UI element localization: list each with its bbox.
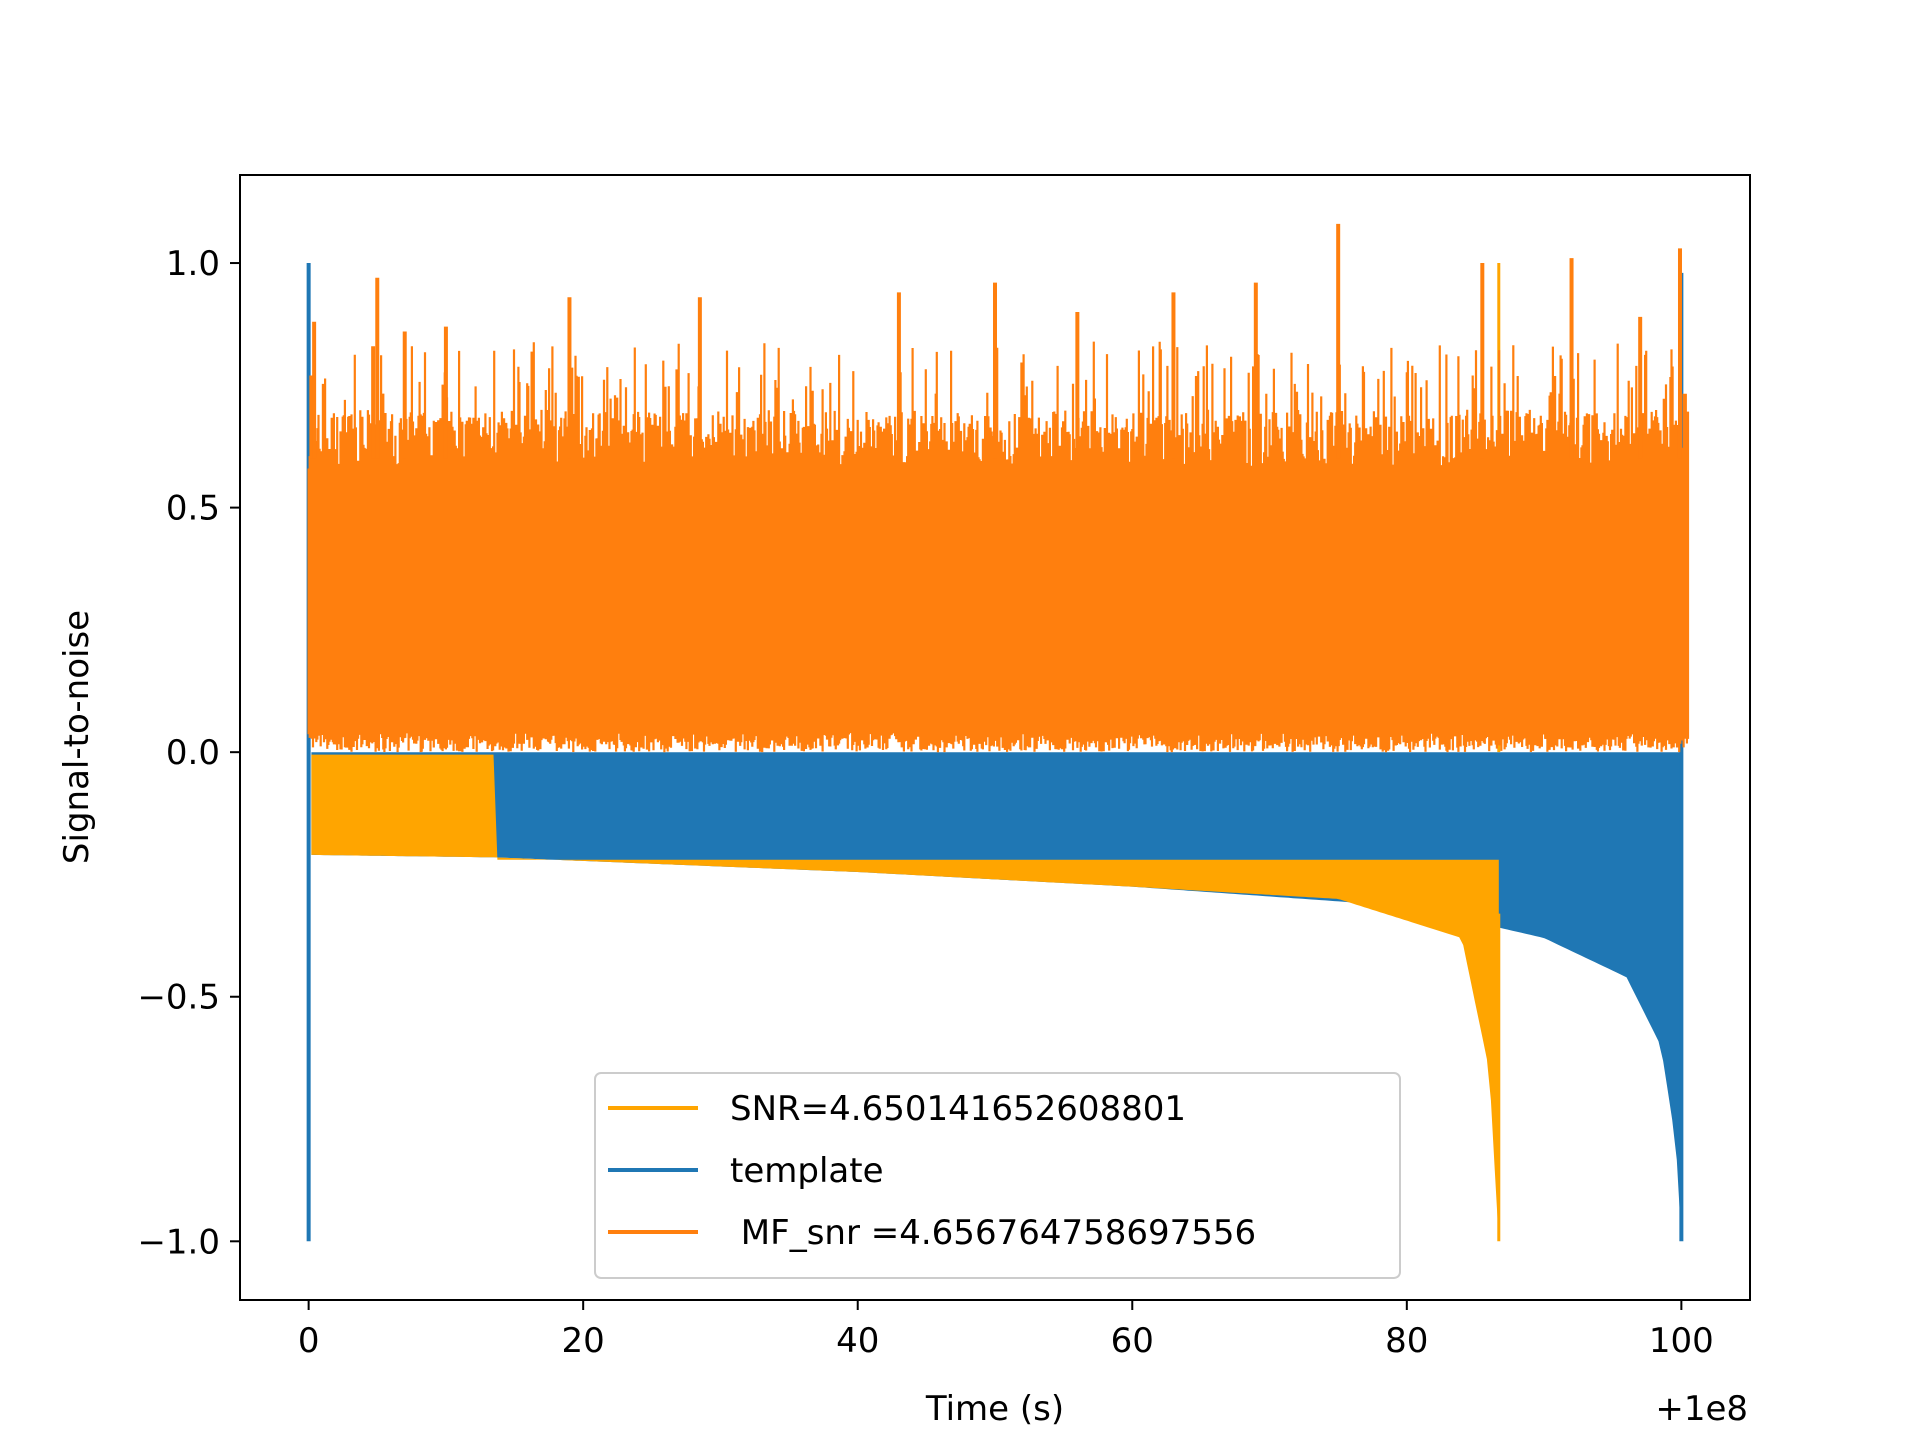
x-axis-offset-label: +1e8: [1655, 1389, 1748, 1429]
legend-label-mf-snr: MF_snr =4.656764758697556: [730, 1213, 1256, 1253]
x-tick-label: 100: [1649, 1321, 1714, 1361]
x-tick-label: 0: [298, 1321, 320, 1361]
x-axis-label: Time (s): [925, 1389, 1064, 1429]
legend-label-snr: SNR=4.650141652608801: [730, 1089, 1186, 1129]
y-tick-label: −0.5: [137, 978, 220, 1018]
x-tick-label: 40: [836, 1321, 879, 1361]
legend-box: [594, 1072, 1401, 1279]
y-tick-label: −1.0: [137, 1222, 220, 1262]
x-tick-label: 60: [1111, 1321, 1154, 1361]
x-tick-label: 80: [1385, 1321, 1428, 1361]
y-tick-label: 0.5: [166, 489, 220, 529]
series-layer: [306, 223, 1690, 1242]
y-tick-label: 1.0: [166, 244, 220, 284]
snr-series-area: [311, 754, 1499, 1242]
y-axis-label: Signal-to-noise: [57, 610, 97, 864]
x-tick-label: 20: [562, 1321, 605, 1361]
legend: SNR=4.650141652608801 template MF_snr =4…: [594, 1072, 1401, 1279]
mf-snr-series-noise: [307, 341, 1690, 753]
ticks-layer: 0 20 40 60 80 100 1.0 0.5 0.0 −0.5 −1.0: [137, 244, 1713, 1361]
y-tick-label: 0.0: [166, 733, 220, 773]
legend-label-template: template: [730, 1151, 883, 1191]
plot-area-frame: [239, 174, 1751, 1301]
